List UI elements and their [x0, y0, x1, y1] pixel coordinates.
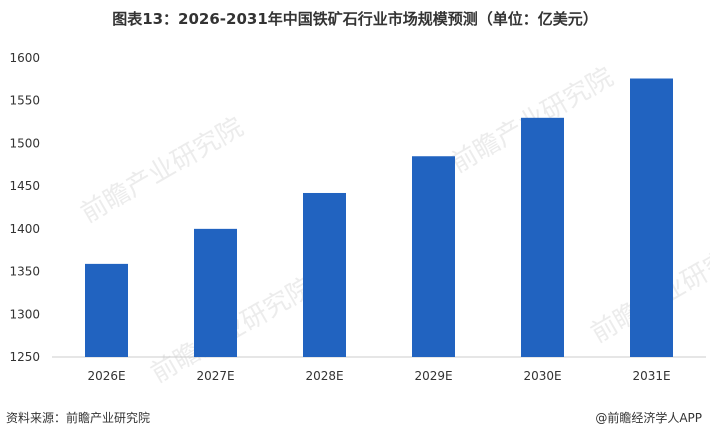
bar [194, 228, 237, 357]
bar [85, 263, 128, 357]
y-tick-label: 1350 [9, 265, 40, 279]
y-tick-label: 1300 [9, 307, 40, 321]
x-tick-label: 2029E [414, 369, 452, 383]
y-tick-label: 1400 [9, 222, 40, 236]
x-tick-label: 2031E [632, 369, 670, 383]
bar [303, 192, 346, 357]
chart-title: 图表13：2026-2031年中国铁矿石行业市场规模预测（单位：亿美元） [112, 10, 598, 28]
bar [521, 117, 564, 357]
x-tick-label: 2026E [87, 369, 125, 383]
x-tick-label: 2027E [196, 369, 234, 383]
x-tick-label: 2030E [523, 369, 561, 383]
bar [412, 156, 455, 357]
y-tick-label: 1450 [9, 179, 40, 193]
brand-label: @前瞻经济学人APP [595, 411, 702, 425]
bar [630, 78, 673, 357]
y-tick-label: 1500 [9, 136, 40, 150]
y-tick-label: 1550 [9, 94, 40, 108]
x-tick-label: 2028E [305, 369, 343, 383]
y-tick-label: 1250 [9, 350, 40, 364]
source-note: 资料来源：前瞻产业研究院 [6, 411, 151, 425]
y-tick-label: 1600 [9, 51, 40, 65]
